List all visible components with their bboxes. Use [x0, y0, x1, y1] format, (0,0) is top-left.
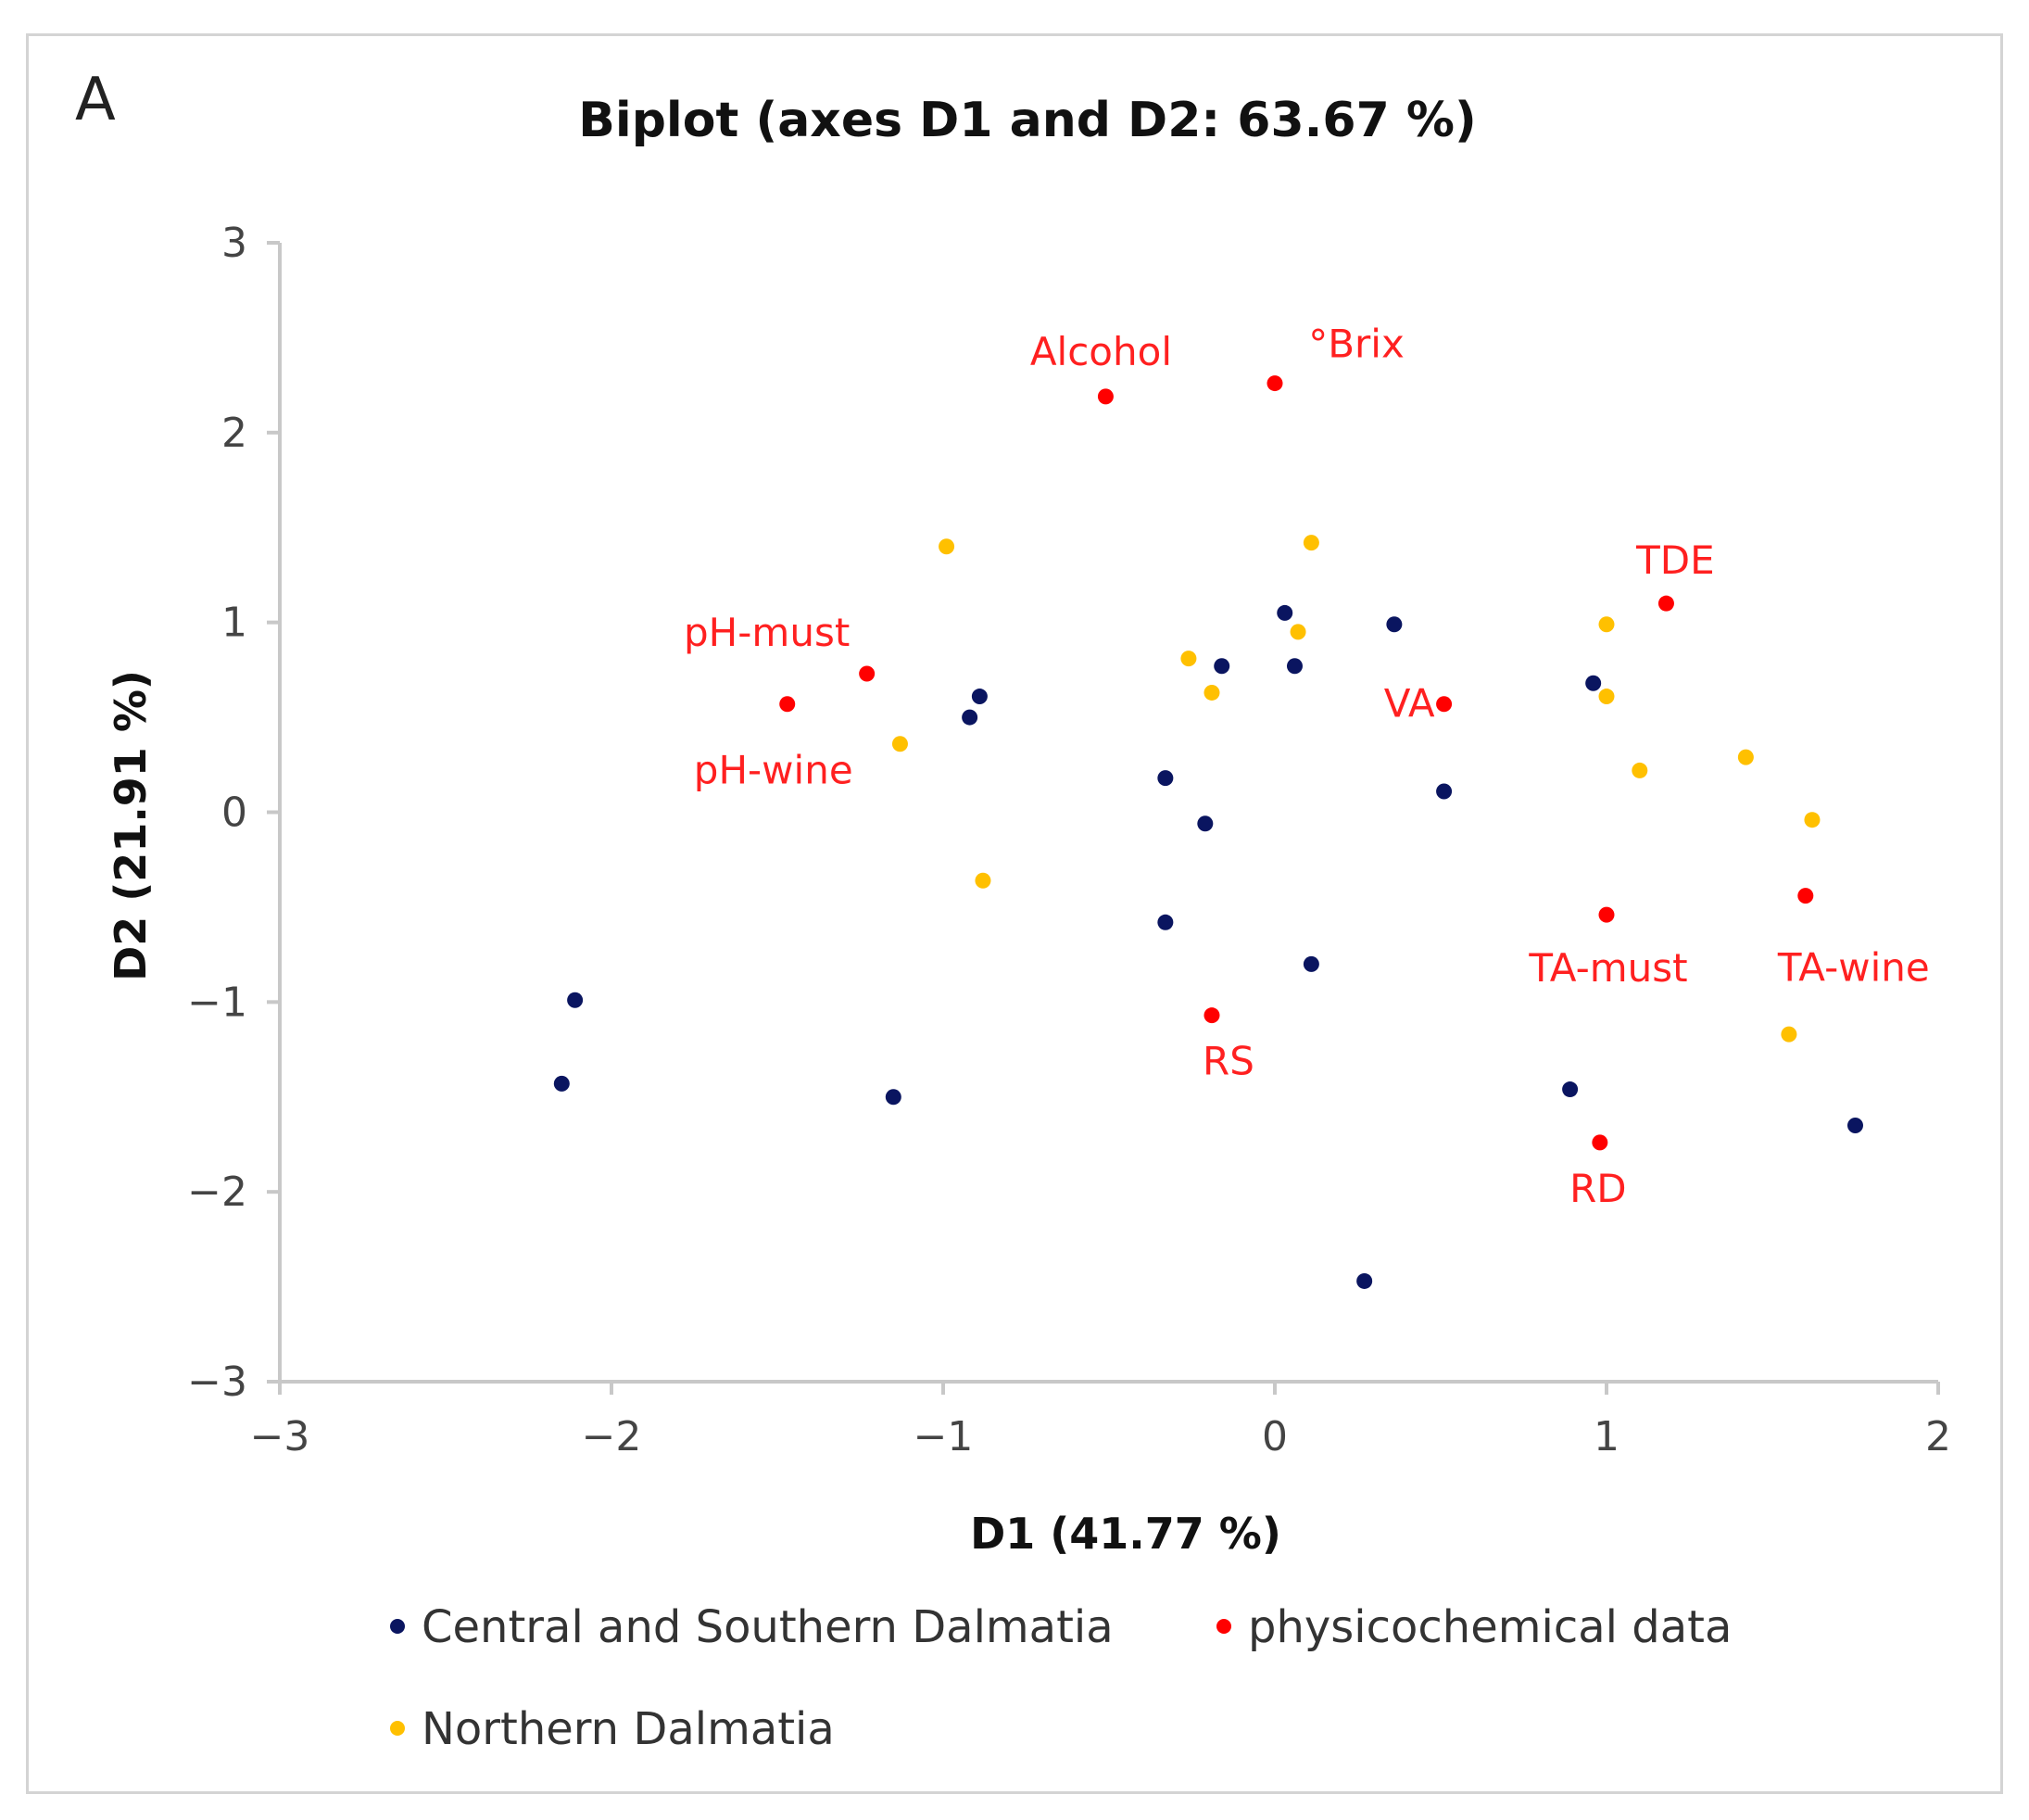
point-northern-dalmatia-7 [1303, 535, 1319, 551]
y-tick-label: 3 [221, 220, 247, 267]
point-northern-dalmatia-5 [1204, 684, 1220, 701]
legend-marker-northern [390, 1721, 405, 1736]
label-rs: RS [1203, 1039, 1254, 1084]
x-tick-label: 1 [1594, 1413, 1619, 1460]
point-central-and-southern-dalmatia-6 [1157, 770, 1174, 787]
figure-frame: A Biplot (axes D1 and D2: 63.67 %) −3 −2−… [26, 33, 2003, 1794]
axis-ticks: −3 −2 −1 0 1 2 3 −3 −2 −1 0 1 2 [187, 220, 1951, 1460]
legend-item-northern: Northern Dalmatia [390, 1703, 835, 1755]
point-central-and-southern-dalmatia-12 [1303, 955, 1319, 972]
point-ph-must [859, 665, 876, 682]
point-northern-dalmatia-2 [891, 736, 908, 752]
legend-label-northern: Northern Dalmatia [422, 1703, 835, 1755]
point-central-and-southern-dalmatia-2 [567, 992, 584, 1008]
legend-label-physicochemical: physicochemical data [1248, 1601, 1732, 1653]
point-central-and-southern-dalmatia-4 [962, 709, 978, 726]
point-northern-dalmatia-3 [975, 872, 991, 889]
legend: Central and Southern Dalmatia physicoche… [390, 1601, 1732, 1755]
point-central-and-southern-dalmatia-16 [1562, 1081, 1579, 1098]
chart-title: Biplot (axes D1 and D2: 63.67 %) [578, 93, 1477, 148]
label-ph-wine: pH-wine [694, 748, 853, 793]
point-brix [1267, 375, 1283, 392]
point-central-and-southern-dalmatia-14 [1386, 616, 1403, 633]
point-va [1436, 696, 1453, 713]
y-tick-label: −1 [187, 979, 247, 1026]
point-central-and-southern-dalmatia-15 [1436, 783, 1453, 800]
y-tick-label: 2 [221, 410, 247, 457]
point-northern-dalmatia-10 [1632, 762, 1648, 778]
point-northern-dalmatia-12 [1804, 812, 1821, 828]
x-axis-title: D1 (41.77 %) [970, 1509, 1281, 1559]
point-central-and-southern-dalmatia-17 [1585, 675, 1602, 691]
x-tick-label: −3 [250, 1413, 310, 1460]
x-tick-label: −1 [914, 1413, 974, 1460]
legend-label-central-southern: Central and Southern Dalmatia [422, 1601, 1114, 1653]
point-rs [1204, 1007, 1220, 1024]
point-central-and-southern-dalmatia-1 [553, 1075, 570, 1092]
label-brix: °Brix [1308, 322, 1405, 367]
point-northern-dalmatia-9 [1598, 689, 1615, 705]
point-northern-dalmatia-6 [1290, 624, 1306, 640]
point-alcohol [1097, 388, 1114, 405]
point-ta-wine [1797, 888, 1814, 904]
point-tde [1657, 595, 1674, 612]
point-ta-must [1598, 906, 1615, 923]
point-northern-dalmatia-1 [939, 538, 955, 555]
axes [278, 243, 1938, 1384]
biplot-chart: A Biplot (axes D1 and D2: 63.67 %) −3−2−… [75, 66, 1951, 1755]
point-central-and-southern-dalmatia-8 [1197, 815, 1214, 832]
legend-item-central-southern: Central and Southern Dalmatia [390, 1601, 1114, 1653]
point-northern-dalmatia-8 [1598, 616, 1615, 633]
label-rd: RD [1569, 1166, 1627, 1211]
point-central-and-southern-dalmatia-3 [885, 1089, 901, 1106]
point-central-and-southern-dalmatia-11 [1286, 658, 1303, 675]
point-northern-dalmatia-13 [1781, 1026, 1797, 1043]
legend-marker-physicochemical [1216, 1619, 1231, 1634]
y-tick-label: −3 [187, 1359, 247, 1406]
x-tick-label: 0 [1262, 1413, 1288, 1460]
data-points [553, 375, 1863, 1289]
y-tick-label: 0 [221, 790, 247, 837]
label-ta-wine: TA-wine [1777, 945, 1930, 991]
label-ta-must: TA-must [1528, 945, 1687, 991]
point-central-and-southern-dalmatia-5 [971, 689, 988, 705]
point-labels: Alcohol °Brix pH-must pH-wine TDE VA TA-must TA… [684, 322, 1930, 1211]
panel-letter: A [75, 66, 116, 134]
y-tick-label: −2 [187, 1169, 247, 1216]
legend-marker-central-southern [390, 1619, 405, 1634]
point-rd [1592, 1134, 1608, 1151]
label-ph-must: pH-must [684, 610, 850, 655]
point-central-and-southern-dalmatia-7 [1157, 914, 1174, 930]
point-central-and-southern-dalmatia-13 [1356, 1272, 1373, 1289]
label-va: VA [1384, 681, 1435, 727]
label-alcohol: Alcohol [1030, 329, 1172, 374]
point-ph-wine [779, 696, 796, 713]
point-northern-dalmatia-11 [1737, 749, 1754, 765]
legend-item-physicochemical: physicochemical data [1216, 1601, 1732, 1653]
x-tick-label: 2 [1925, 1413, 1951, 1460]
point-central-and-southern-dalmatia-10 [1277, 604, 1293, 621]
x-tick-label: −2 [582, 1413, 642, 1460]
y-axis-title: D2 (21.91 %) [106, 670, 156, 981]
point-central-and-southern-dalmatia-9 [1214, 658, 1230, 675]
label-tde: TDE [1635, 537, 1715, 583]
y-tick-label: 1 [221, 600, 247, 647]
point-central-and-southern-dalmatia-18 [1847, 1117, 1863, 1133]
point-northern-dalmatia-4 [1180, 651, 1197, 667]
